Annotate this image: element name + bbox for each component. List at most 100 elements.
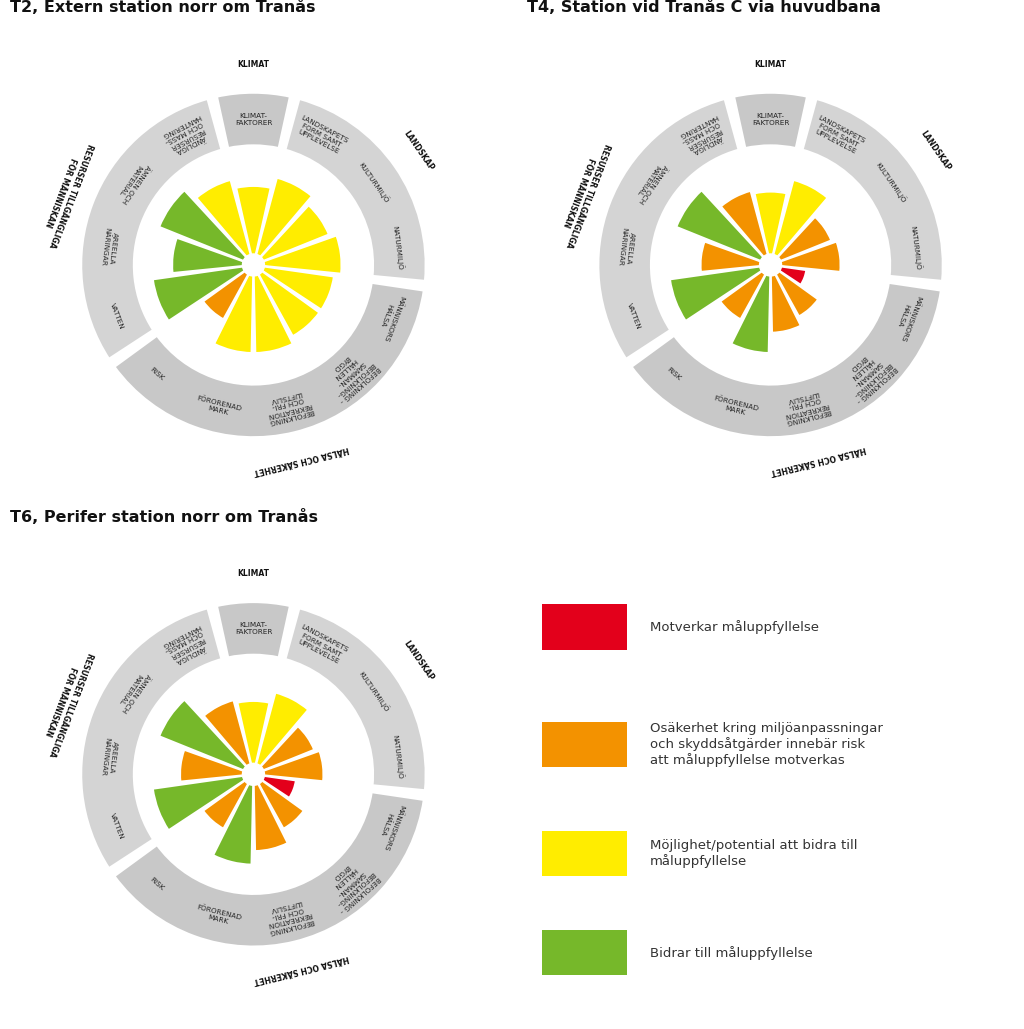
Text: KULTURMILJÖ: KULTURMILJÖ [873, 161, 907, 204]
Wedge shape [260, 205, 329, 261]
Text: MÄNNISKORS
HÄLSA: MÄNNISKORS HÄLSA [375, 801, 406, 851]
Text: T2, Extern station norr om Tranås: T2, Extern station norr om Tranås [10, 0, 315, 15]
Text: Osäkerhet kring miljöanpassningar
och skyddsåtgärder innebär risk
att måluppfyll: Osäkerhet kring miljöanpassningar och sk… [650, 722, 883, 768]
Text: KLIMAT-
FAKTORER: KLIMAT- FAKTORER [234, 622, 272, 635]
Text: KULTURMILJÖ: KULTURMILJÖ [356, 161, 390, 204]
Text: KLIMAT-
FAKTORER: KLIMAT- FAKTORER [752, 112, 790, 126]
Circle shape [243, 764, 264, 785]
Text: LANDSKAPETS
FORM SAMT
UPPLEVELSE: LANDSKAPETS FORM SAMT UPPLEVELSE [293, 624, 349, 666]
Wedge shape [238, 701, 269, 766]
Text: BEFOLKNING
REKREATION
OCH FRI-
LUFTSLIV: BEFOLKNING REKREATION OCH FRI- LUFTSLIV [262, 388, 314, 425]
Wedge shape [203, 271, 249, 319]
Text: BEFOLKNING -
BEFOLKNING-
SAMMAN-
HÄLLEN
BYGD: BEFOLKNING - BEFOLKNING- SAMMAN- HÄLLEN … [319, 344, 381, 404]
Wedge shape [114, 282, 424, 437]
Text: MÄNNISKORS
HÄLSA: MÄNNISKORS HÄLSA [375, 291, 406, 342]
Wedge shape [197, 180, 251, 258]
Text: ÄMNEN OCH
MATERIAL: ÄMNEN OCH MATERIAL [632, 159, 669, 205]
Wedge shape [180, 750, 245, 782]
Text: NATURMILJÖ: NATURMILJÖ [909, 224, 922, 270]
Wedge shape [81, 608, 222, 868]
Wedge shape [216, 602, 291, 658]
Text: Möjlighet/potential att bidra till
måluppfyllelse: Möjlighet/potential att bidra till målup… [650, 839, 858, 867]
Text: Bidrar till måluppfyllelse: Bidrar till måluppfyllelse [650, 946, 813, 960]
Text: VATTEN: VATTEN [627, 303, 642, 330]
Text: HÄLSA OCH SÄKERHET: HÄLSA OCH SÄKERHET [253, 953, 350, 986]
Wedge shape [285, 608, 426, 790]
Wedge shape [260, 726, 314, 771]
Text: KLIMAT-
FAKTORER: KLIMAT- FAKTORER [234, 112, 272, 126]
Text: LANDSKAP: LANDSKAP [401, 639, 435, 682]
Text: ÄMNEN OCH
MATERIAL: ÄMNEN OCH MATERIAL [115, 159, 152, 205]
Wedge shape [172, 238, 245, 273]
Wedge shape [114, 791, 424, 947]
Wedge shape [721, 190, 768, 258]
Wedge shape [778, 267, 806, 285]
Text: AREELLA
NÄRINGAR: AREELLA NÄRINGAR [99, 737, 118, 777]
Wedge shape [258, 780, 304, 828]
Text: BEFOLKNING
REKREATION
OCH FRI-
LUFTSLIV: BEFOLKNING REKREATION OCH FRI- LUFTSLIV [262, 897, 314, 934]
Text: RESURSER TILLGÄNGLIGA
FÖR MÄNNISKAN: RESURSER TILLGÄNGLIGA FÖR MÄNNISKAN [37, 648, 94, 758]
Wedge shape [720, 271, 766, 319]
Wedge shape [216, 93, 291, 148]
Text: HÄLSA OCH SÄKERHET: HÄLSA OCH SÄKERHET [770, 443, 867, 476]
Text: LANDSKAP: LANDSKAP [401, 130, 435, 173]
Wedge shape [262, 751, 324, 781]
Wedge shape [631, 282, 941, 437]
Text: Motverkar måluppfyllelse: Motverkar måluppfyllelse [650, 619, 819, 634]
Wedge shape [733, 93, 808, 148]
Wedge shape [777, 217, 831, 261]
Wedge shape [213, 783, 253, 864]
Wedge shape [802, 99, 943, 281]
Wedge shape [81, 99, 222, 359]
FancyBboxPatch shape [542, 930, 627, 975]
Wedge shape [159, 700, 247, 771]
Text: KULTURMILJÖ: KULTURMILJÖ [356, 670, 390, 713]
Text: RISK: RISK [148, 876, 165, 891]
Wedge shape [700, 242, 762, 272]
Wedge shape [254, 783, 288, 851]
Text: ÄMNEN OCH
MATERIAL: ÄMNEN OCH MATERIAL [115, 669, 152, 714]
Text: FÖRORENAD
MARK: FÖRORENAD MARK [195, 394, 243, 419]
Wedge shape [256, 178, 312, 258]
FancyBboxPatch shape [542, 722, 627, 768]
Text: RESURSER TILLGÄNGLIGA
FÖR MÄNNISKAN: RESURSER TILLGÄNGLIGA FÖR MÄNNISKAN [554, 139, 611, 249]
Text: HÄLSA OCH SÄKERHET: HÄLSA OCH SÄKERHET [253, 443, 350, 476]
Wedge shape [773, 180, 827, 258]
Text: LANDSKAPETS
FORM SAMT
UPPLEVELSE: LANDSKAPETS FORM SAMT UPPLEVELSE [810, 114, 866, 156]
Circle shape [243, 254, 264, 276]
Text: ÄNDLIGA
RESURSER
OCH MASS-
HANTERING: ÄNDLIGA RESURSER OCH MASS- HANTERING [677, 113, 728, 158]
Text: T6, Perifer station norr om Tranås: T6, Perifer station norr om Tranås [10, 508, 318, 525]
Text: LANDSKAP: LANDSKAP [919, 130, 952, 173]
Text: FÖRORENAD
MARK: FÖRORENAD MARK [195, 903, 243, 928]
Text: KLIMAT: KLIMAT [238, 60, 269, 69]
Wedge shape [258, 271, 319, 336]
Text: ÄNDLIGA
RESURSER
OCH MASS-
HANTERING: ÄNDLIGA RESURSER OCH MASS- HANTERING [160, 113, 211, 158]
Text: T4, Station vid Tranås C via huvudbana: T4, Station vid Tranås C via huvudbana [527, 0, 882, 15]
Wedge shape [237, 186, 270, 256]
Wedge shape [731, 274, 770, 353]
Text: RESURSER TILLGÄNGLIGA
FÖR MÄNNISKAN: RESURSER TILLGÄNGLIGA FÖR MÄNNISKAN [37, 139, 94, 249]
Text: FÖRORENAD
MARK: FÖRORENAD MARK [712, 394, 760, 419]
Text: LANDSKAPETS
FORM SAMT
UPPLEVELSE: LANDSKAPETS FORM SAMT UPPLEVELSE [293, 114, 349, 156]
Wedge shape [755, 191, 786, 256]
Wedge shape [676, 190, 764, 261]
Wedge shape [153, 776, 246, 830]
Text: AREELLA
NÄRINGAR: AREELLA NÄRINGAR [616, 227, 635, 268]
Wedge shape [771, 274, 801, 332]
Wedge shape [261, 776, 296, 797]
Wedge shape [204, 700, 251, 768]
Text: VATTEN: VATTEN [110, 303, 125, 330]
Text: BEFOLKNING -
BEFOLKNING-
SAMMAN-
HÄLLEN
BYGD: BEFOLKNING - BEFOLKNING- SAMMAN- HÄLLEN … [837, 344, 898, 404]
Text: MÄNNISKORS
HÄLSA: MÄNNISKORS HÄLSA [892, 291, 923, 342]
Text: KLIMAT: KLIMAT [238, 569, 269, 578]
Wedge shape [261, 267, 334, 310]
Wedge shape [203, 780, 249, 828]
Text: AREELLA
NÄRINGAR: AREELLA NÄRINGAR [99, 227, 118, 268]
Wedge shape [256, 693, 308, 768]
Wedge shape [262, 236, 342, 274]
FancyBboxPatch shape [542, 830, 627, 876]
Text: KLIMAT: KLIMAT [755, 60, 786, 69]
Text: BEFOLKNING -
BEFOLKNING-
SAMMAN-
HÄLLEN
BYGD: BEFOLKNING - BEFOLKNING- SAMMAN- HÄLLEN … [319, 853, 381, 914]
Wedge shape [779, 242, 841, 272]
Text: NATURMILJÖ: NATURMILJÖ [392, 224, 404, 270]
